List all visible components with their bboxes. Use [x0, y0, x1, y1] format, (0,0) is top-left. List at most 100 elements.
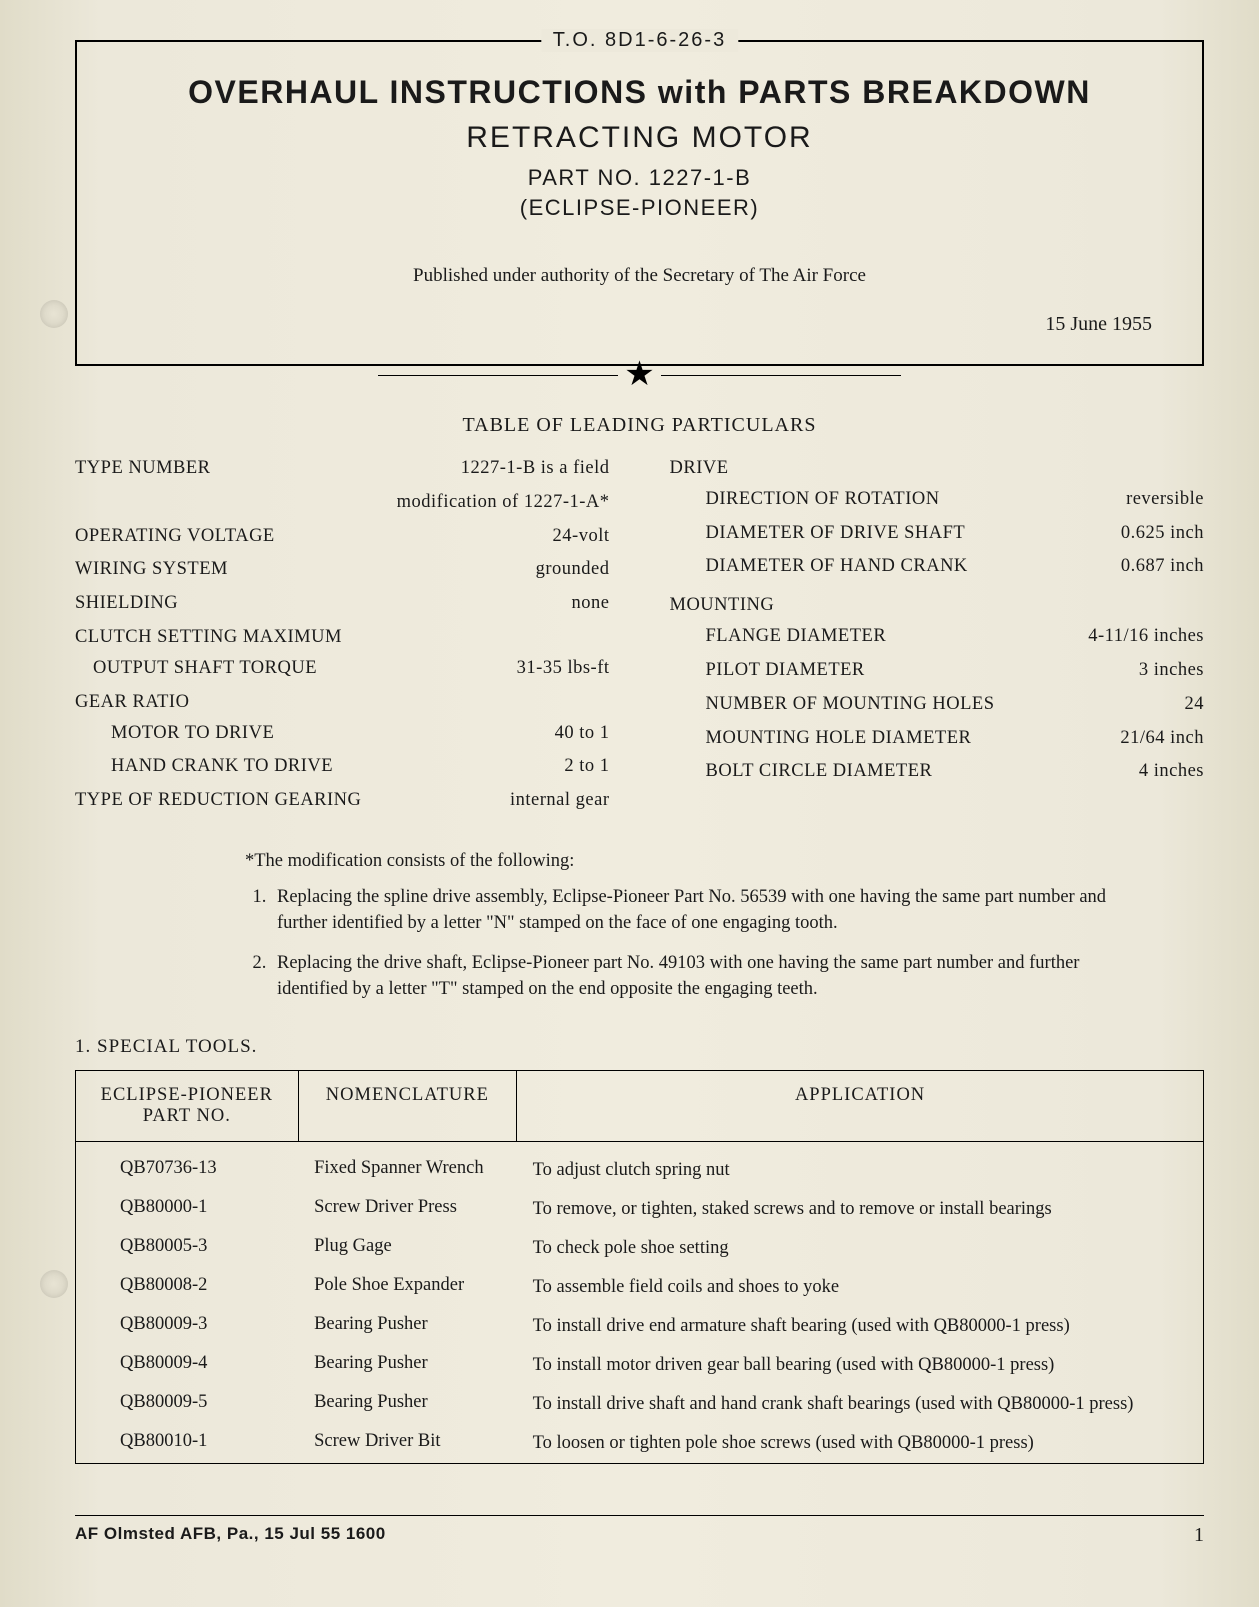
row-shielding: SHIELDING none — [75, 590, 610, 617]
table-row: QB80009-5Bearing PusherTo install drive … — [76, 1385, 1204, 1424]
table-row: QB80008-2Pole Shoe ExpanderTo assemble f… — [76, 1268, 1204, 1307]
row-direction-rotation: DIRECTION OF ROTATION reversible — [670, 486, 1205, 513]
label: MOUNTING — [670, 592, 1205, 619]
cell-nomenclature: Screw Driver Press — [298, 1190, 517, 1229]
label: DIAMETER OF DRIVE SHAFT — [706, 520, 966, 547]
value: 1227-1-B is a field — [455, 455, 610, 482]
page: T.O. 8D1-6-26-3 OVERHAUL INSTRUCTIONS wi… — [0, 0, 1259, 1607]
cell-nomenclature: Plug Gage — [298, 1229, 517, 1268]
date: 15 June 1955 — [107, 313, 1172, 336]
header-line2: PART NO. — [143, 1106, 231, 1126]
row-type-number: TYPE NUMBER 1227-1-B is a field — [75, 455, 610, 482]
row-flange-dia: FLANGE DIAMETER 4-11/16 inches — [670, 623, 1205, 650]
label: FLANGE DIAMETER — [706, 623, 887, 650]
cell-application: To assemble field coils and shoes to yok… — [517, 1268, 1204, 1307]
cell-part-no: QB80000-1 — [76, 1190, 299, 1229]
table-row: QB80009-3Bearing PusherTo install drive … — [76, 1307, 1204, 1346]
value: 2 to 1 — [558, 753, 609, 780]
punch-hole — [40, 1270, 68, 1298]
value: 0.687 inch — [1115, 553, 1204, 580]
cell-part-no: QB80005-3 — [76, 1229, 299, 1268]
label: GEAR RATIO — [75, 689, 610, 716]
label: DIAMETER OF HAND CRANK — [706, 553, 968, 580]
cell-nomenclature: Fixed Spanner Wrench — [298, 1142, 517, 1190]
value: 24-volt — [547, 523, 610, 550]
table-row: QB80010-1Screw Driver BitTo loosen or ti… — [76, 1424, 1204, 1463]
cell-application: To install drive end armature shaft bear… — [517, 1307, 1204, 1346]
title-part: PART NO. 1227-1-B — [107, 165, 1172, 191]
label: CLUTCH SETTING MAXIMUM — [75, 624, 610, 651]
cell-part-no: QB80009-5 — [76, 1385, 299, 1424]
row-mounting-holes: NUMBER OF MOUNTING HOLES 24 — [670, 691, 1205, 718]
label: MOUNTING HOLE DIAMETER — [706, 725, 972, 752]
value: grounded — [530, 556, 610, 583]
particulars-table: TYPE NUMBER 1227-1-B is a field modifica… — [75, 455, 1204, 821]
header-line1: ECLIPSE-PIONEER — [101, 1085, 273, 1105]
label: OPERATING VOLTAGE — [75, 523, 275, 550]
modification-note: *The modification consists of the follow… — [245, 849, 1134, 1002]
label: NUMBER OF MOUNTING HOLES — [706, 691, 995, 718]
label: MOTOR TO DRIVE — [111, 720, 274, 747]
divider-line — [661, 375, 901, 377]
cell-nomenclature: Bearing Pusher — [298, 1346, 517, 1385]
label: TYPE OF REDUCTION GEARING — [75, 787, 361, 814]
row-motor-to-drive: MOTOR TO DRIVE 40 to 1 — [75, 720, 610, 747]
row-bolt-circle-dia: BOLT CIRCLE DIAMETER 4 inches — [670, 758, 1205, 785]
value: 21/64 inch — [1114, 725, 1204, 752]
cell-part-no: QB70736-13 — [76, 1142, 299, 1190]
table-row: QB80005-3Plug GageTo check pole shoe set… — [76, 1229, 1204, 1268]
cell-application: To install motor driven gear ball bearin… — [517, 1346, 1204, 1385]
value: internal gear — [504, 787, 609, 814]
cell-nomenclature: Bearing Pusher — [298, 1307, 517, 1346]
mod-item-1: Replacing the spline drive assembly, Ecl… — [271, 885, 1134, 937]
value: 0.625 inch — [1115, 520, 1204, 547]
row-mounting-hole-dia: MOUNTING HOLE DIAMETER 21/64 inch — [670, 725, 1205, 752]
label: DRIVE — [670, 455, 1205, 482]
value: none — [566, 590, 610, 617]
authority-line: Published under authority of the Secreta… — [107, 265, 1172, 287]
value: 4-11/16 inches — [1082, 623, 1204, 650]
row-reduction-gearing: TYPE OF REDUCTION GEARING internal gear — [75, 787, 610, 814]
cell-application: To check pole shoe setting — [517, 1229, 1204, 1268]
particulars-right: DRIVE DIRECTION OF ROTATION reversible D… — [670, 455, 1205, 821]
col-application: APPLICATION — [517, 1071, 1204, 1142]
value: 31-35 lbs-ft — [511, 655, 610, 682]
cell-application: To adjust clutch spring nut — [517, 1142, 1204, 1190]
value: 3 inches — [1133, 657, 1204, 684]
cell-nomenclature: Pole Shoe Expander — [298, 1268, 517, 1307]
table-row: QB80000-1Screw Driver PressTo remove, or… — [76, 1190, 1204, 1229]
mod-item-2: Replacing the drive shaft, Eclipse-Pione… — [271, 951, 1134, 1003]
cell-nomenclature: Screw Driver Bit — [298, 1424, 517, 1463]
label: BOLT CIRCLE DIAMETER — [706, 758, 933, 785]
particulars-left: TYPE NUMBER 1227-1-B is a field modifica… — [75, 455, 610, 821]
label: WIRING SYSTEM — [75, 556, 228, 583]
footer-left: AF Olmsted AFB, Pa., 15 Jul 55 1600 — [75, 1524, 386, 1547]
cell-part-no: QB80010-1 — [76, 1424, 299, 1463]
label: HAND CRANK TO DRIVE — [111, 753, 333, 780]
special-tools-heading: 1. SPECIAL TOOLS. — [75, 1036, 1204, 1058]
value: 40 to 1 — [549, 720, 610, 747]
cell-part-no: QB80009-4 — [76, 1346, 299, 1385]
divider-line — [378, 375, 618, 377]
row-pilot-dia: PILOT DIAMETER 3 inches — [670, 657, 1205, 684]
particulars-title: TABLE OF LEADING PARTICULARS — [75, 414, 1204, 437]
label: OUTPUT SHAFT TORQUE — [75, 655, 317, 682]
label: PILOT DIAMETER — [706, 657, 865, 684]
table-row: QB70736-13Fixed Spanner WrenchTo adjust … — [76, 1142, 1204, 1190]
label: DIRECTION OF ROTATION — [706, 486, 940, 513]
col-part-no: ECLIPSE-PIONEER PART NO. — [76, 1071, 299, 1142]
value: 24 — [1179, 691, 1205, 718]
label: TYPE NUMBER — [75, 455, 211, 482]
cell-application: To remove, or tighten, staked screws and… — [517, 1190, 1204, 1229]
cell-application: To install drive shaft and hand crank sh… — [517, 1385, 1204, 1424]
cell-nomenclature: Bearing Pusher — [298, 1385, 517, 1424]
title-sub: RETRACTING MOTOR — [107, 121, 1172, 155]
row-type-note: modification of 1227-1-A* — [75, 489, 610, 516]
star-divider: ★ — [77, 375, 1202, 377]
row-wiring-system: WIRING SYSTEM grounded — [75, 556, 610, 583]
cell-part-no: QB80008-2 — [76, 1268, 299, 1307]
value: reversible — [1120, 486, 1204, 513]
tools-table: ECLIPSE-PIONEER PART NO. NOMENCLATURE AP… — [75, 1070, 1204, 1464]
title-maker: (ECLIPSE-PIONEER) — [107, 195, 1172, 221]
to-number: T.O. 8D1-6-26-3 — [541, 29, 738, 52]
